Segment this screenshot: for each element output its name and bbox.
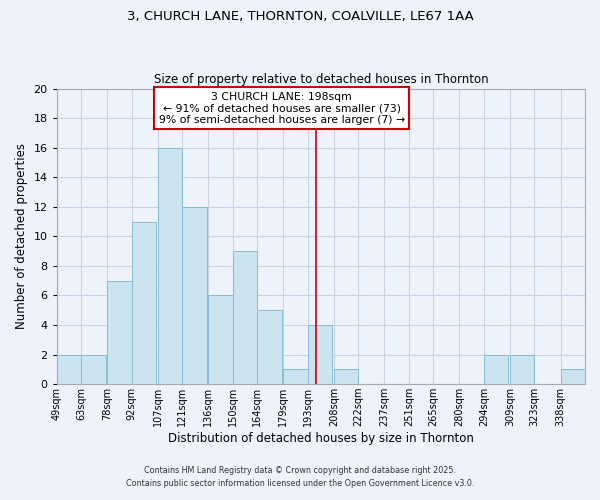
Y-axis label: Number of detached properties: Number of detached properties bbox=[15, 144, 28, 330]
Bar bbox=[257, 310, 281, 384]
Bar bbox=[107, 280, 131, 384]
Bar bbox=[510, 354, 535, 384]
Bar bbox=[131, 222, 156, 384]
Bar bbox=[233, 251, 257, 384]
Bar bbox=[81, 354, 106, 384]
Bar bbox=[158, 148, 182, 384]
Text: 3 CHURCH LANE: 198sqm
← 91% of detached houses are smaller (73)
9% of semi-detac: 3 CHURCH LANE: 198sqm ← 91% of detached … bbox=[158, 92, 404, 124]
Bar bbox=[308, 325, 332, 384]
Bar bbox=[182, 207, 206, 384]
X-axis label: Distribution of detached houses by size in Thornton: Distribution of detached houses by size … bbox=[168, 432, 474, 445]
Bar bbox=[283, 370, 308, 384]
Bar bbox=[57, 354, 81, 384]
Bar bbox=[208, 296, 233, 384]
Bar bbox=[484, 354, 508, 384]
Bar bbox=[560, 370, 585, 384]
Title: Size of property relative to detached houses in Thornton: Size of property relative to detached ho… bbox=[154, 73, 488, 86]
Text: Contains HM Land Registry data © Crown copyright and database right 2025.
Contai: Contains HM Land Registry data © Crown c… bbox=[126, 466, 474, 487]
Bar bbox=[334, 370, 358, 384]
Text: 3, CHURCH LANE, THORNTON, COALVILLE, LE67 1AA: 3, CHURCH LANE, THORNTON, COALVILLE, LE6… bbox=[127, 10, 473, 23]
